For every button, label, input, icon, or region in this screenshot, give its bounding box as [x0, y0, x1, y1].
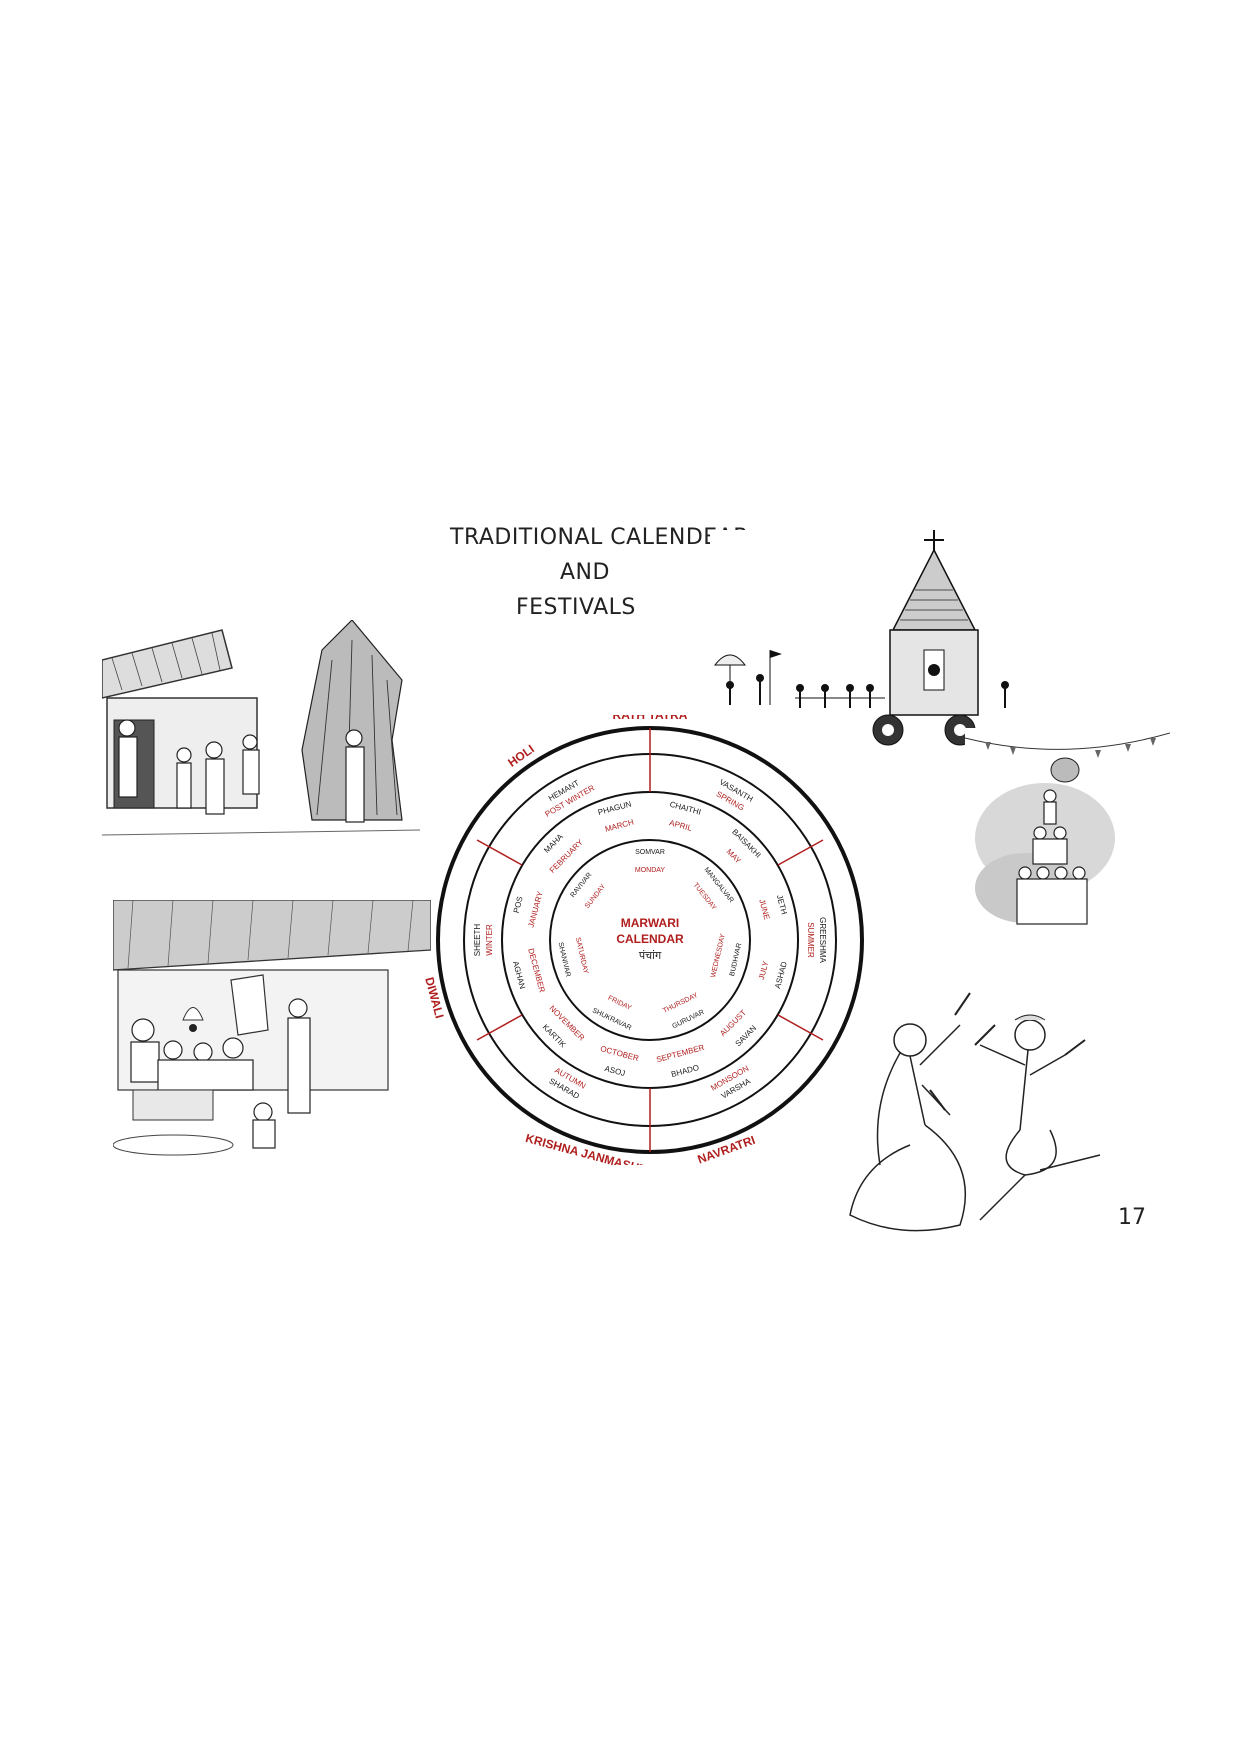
weekday-english-label: TUESDAY	[692, 882, 718, 912]
weekday-english-label: THURSDAY	[662, 992, 700, 1015]
weekday-hindi-label: BUDHVAR	[729, 942, 743, 976]
hindi-month-label: BHADO	[670, 1063, 700, 1079]
hindi-month-label: AGHAN	[511, 960, 527, 990]
english-month-label: JANUARY	[526, 890, 544, 929]
weekday-hindi-label: SHANIVAR	[557, 942, 572, 978]
rath-yatra-illustration	[710, 530, 1035, 755]
title-line-1: TRADITIONAL CALENDEAR	[450, 525, 750, 550]
hindi-month-label: PHAGUN	[597, 799, 633, 817]
title-line-3: FESTIVALS	[516, 595, 636, 620]
weekday-english-label: WEDNESDAY	[710, 933, 727, 978]
center-line-1: MARWARI	[621, 916, 679, 930]
english-month-label: MARCH	[604, 817, 635, 833]
english-month-label: MAY	[725, 847, 744, 866]
english-month-label: JULY	[757, 959, 771, 980]
center-line-2: CALENDAR	[616, 932, 684, 946]
hindi-month-label: JETH	[775, 894, 789, 916]
english-month-label: SEPTEMBER	[655, 1043, 705, 1065]
page-title: TRADITIONAL CALENDEAR AND FESTIVALS	[450, 520, 870, 625]
title-line-2: AND	[560, 560, 610, 585]
season-label: SUMMER	[806, 922, 815, 958]
festival-label: RATH YATRA	[613, 715, 688, 722]
english-month-label: APRIL	[668, 818, 693, 833]
weekday-english-label: SATURDAY	[574, 937, 589, 975]
hindi-month-label: KARTIK	[541, 1023, 568, 1050]
season-label: SHEETH	[473, 924, 482, 957]
english-month-label: JUNE	[757, 898, 771, 921]
season-label: GREESHMA	[818, 917, 827, 963]
dahi-handi-illustration	[965, 728, 1170, 948]
season-label: WINTER	[485, 924, 494, 956]
holi-illustration	[102, 620, 420, 878]
hindi-month-label: ASOJ	[604, 1064, 627, 1078]
dandiya-illustration	[830, 965, 1135, 1245]
page-number: 17	[1118, 1205, 1146, 1230]
calendar-center: MARWARI CALENDAR पंचांग	[616, 916, 684, 962]
weekday-ring	[549, 839, 751, 1041]
weekday-hindi-label: SOMVAR	[635, 849, 665, 856]
center-line-3: पंचांग	[639, 949, 662, 962]
festival-label: KRISHNA JANMASHTMI	[524, 1131, 660, 1165]
division-lines	[476, 728, 824, 1152]
hindi-month-label: ASHAD	[773, 960, 789, 989]
weekday-english-label: FRIDAY	[607, 995, 633, 1012]
weekday-hindi-label: SHUKRAVAR	[591, 1007, 632, 1032]
hindi-month-label: POS	[512, 895, 525, 914]
english-month-label: DECEMBER	[526, 947, 546, 993]
weekday-english-label: SUNDAY	[584, 883, 608, 910]
weekday-english-label: MONDAY	[635, 867, 666, 874]
hindi-month-label: CHAITHI	[669, 800, 702, 817]
english-month-label: OCTOBER	[599, 1044, 640, 1063]
diwali-illustration	[113, 900, 431, 1162]
